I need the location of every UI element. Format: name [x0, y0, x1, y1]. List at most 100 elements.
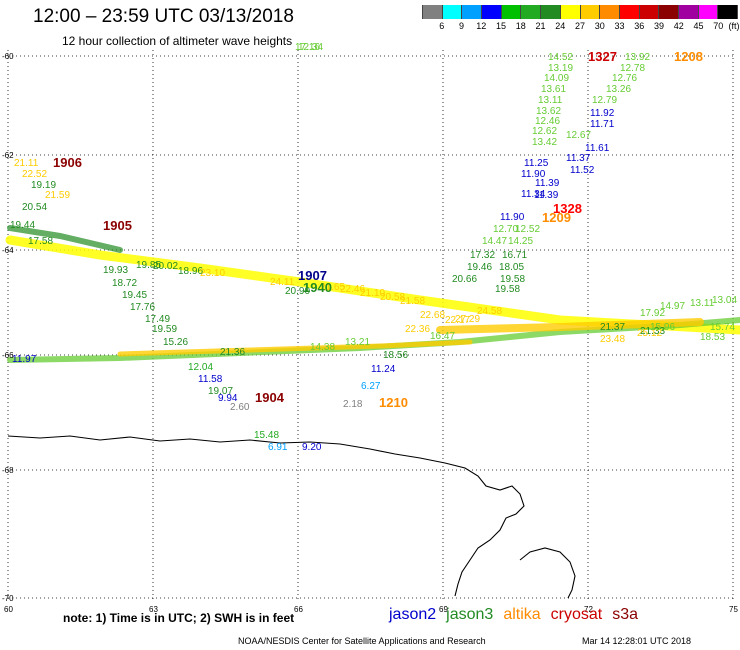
wave-height-value: 19.07 [208, 386, 233, 397]
wave-height-value: 14.97 [660, 301, 685, 312]
wave-height-value: 11.25 [524, 158, 549, 169]
colorbar-tick: 9 [458, 21, 465, 31]
colorbar-swatch [482, 5, 502, 19]
pass-time-label: 1328 [553, 201, 582, 216]
colorbar-swatch [442, 5, 463, 19]
colorbar-tick: 42 [673, 21, 684, 31]
lat-label: -70 [2, 594, 14, 603]
colorbar-tick: 33 [614, 21, 625, 31]
wave-height-value: 14.38 [310, 342, 335, 353]
wave-height-value: 11.92 [590, 108, 615, 119]
wave-height-value: 18.05 [499, 262, 524, 273]
pass-time-label: 1208 [674, 49, 703, 64]
wave-height-value: 13.04 [712, 295, 737, 306]
colorbar-tick: 36 [634, 21, 645, 31]
colorbar-swatch [698, 5, 719, 19]
satellite-track [436, 318, 704, 334]
colorbar-swatch [639, 5, 660, 19]
wave-height-value: 20.66 [452, 274, 477, 285]
wave-height-value: 11.34 [521, 189, 546, 200]
wave-height-value: 13.11 [538, 95, 563, 106]
wave-height-value: 20.90 [285, 286, 310, 297]
colorbar-swatch [560, 5, 581, 19]
wave-height-value: 23.10 [200, 268, 225, 279]
lon-label: 72 [584, 605, 593, 614]
colorbar-tick: 21 [535, 21, 546, 31]
legend-cryosat: cryosat [550, 606, 603, 623]
wave-height-value: 19.58 [495, 284, 520, 295]
colorbar-unit: (ft) [728, 21, 740, 31]
colorbar-tick: 6 [439, 21, 445, 31]
credit-text: NOAA/NESDIS Center for Satellite Applica… [238, 636, 486, 646]
wave-height-value: 19.44 [10, 220, 35, 231]
wave-height-value: 21.10 [360, 288, 385, 299]
wave-height-value: 11.39 [534, 190, 559, 201]
lat-label: -66 [2, 351, 14, 360]
lat-label: -64 [2, 246, 14, 255]
wave-height-value: 23.48 [600, 334, 625, 345]
coastline [519, 547, 576, 599]
wave-height-value: 12.67 [566, 130, 591, 141]
wave-height-value: 21.65 [320, 282, 345, 293]
wave-height-value: 6.27 [361, 381, 381, 392]
wave-height-value: 19.45 [122, 290, 147, 301]
colorbar-swatch [462, 5, 483, 19]
colorbar-swatch [422, 5, 443, 19]
wave-height-value: 19.46 [467, 262, 492, 273]
wave-height-value: 21.37 [600, 322, 625, 333]
wave-height-value: 21.59 [45, 190, 70, 201]
wave-height-value: 19.85 [136, 260, 161, 271]
lon-label: 60 [4, 605, 13, 614]
colorbar-swatch [541, 5, 561, 19]
satellite-track [5, 235, 740, 335]
legend-s3a: s3a [612, 606, 639, 623]
wave-height-value: 24.11 [270, 277, 295, 288]
wave-height-value: 13.21 [345, 337, 370, 348]
colorbar-swatch [600, 5, 620, 19]
wave-height-value: 22.68 [420, 310, 445, 321]
colorbar-swatch [521, 5, 542, 19]
satellite-track [117, 339, 473, 357]
colorbar-tick: 30 [594, 21, 605, 31]
wave-height-value: 25.12 [637, 328, 662, 339]
wave-height-value: 22.46 [340, 284, 365, 295]
coastline [7, 435, 525, 597]
wave-height-value: 12.46 [535, 116, 560, 127]
page-subtitle: 12 hour collection of altimeter wave hei… [62, 34, 293, 48]
satellite-legend: jason2 jason3 altika cryosat s3a [389, 606, 648, 624]
wave-height-value: 18.56 [383, 350, 408, 361]
lat-label: -60 [2, 52, 14, 61]
wave-height-value: 20.02 [153, 261, 178, 272]
wave-height-value: 21.36 [220, 347, 245, 358]
colorbar-tick: 27 [574, 21, 586, 31]
wave-height-value: 20.54 [22, 202, 47, 213]
wave-height-value: 17.49 [145, 314, 170, 325]
wave-height-value: 19.19 [31, 180, 56, 191]
satellite-track [7, 225, 123, 253]
wave-height-value: 18.72 [112, 278, 137, 289]
wave-height-value: 11.24 [371, 364, 396, 375]
wave-height-value: 12.04 [188, 362, 213, 373]
wave-height-value: 6.91 [268, 442, 288, 453]
wave-height-value: 13.92 [625, 52, 650, 63]
wave-height-value: 11.52 [570, 165, 595, 176]
wave-height-value: 17.92 [640, 308, 665, 319]
wave-height-value: 19.58 [500, 274, 525, 285]
lon-label: 75 [729, 605, 738, 614]
colorbar-tick: 70 [713, 21, 724, 31]
wave-height-value: 13.42 [532, 137, 557, 148]
wave-height-value: 17.16 [295, 42, 320, 53]
wave-height-value: 9.20 [302, 442, 322, 453]
wave-height-value: 13.11 [690, 298, 715, 309]
wave-height-value: 21.11 [14, 158, 39, 169]
colorbar-tick: 24 [555, 21, 566, 31]
wave-height-value: 12.34 [298, 42, 323, 53]
wave-height-value: 12.76 [612, 73, 637, 84]
wave-height-value: 21.58 [400, 296, 425, 307]
lon-label: 66 [294, 605, 303, 614]
colorbar-tick: 18 [515, 21, 526, 31]
wave-height-value: 12.79 [592, 95, 617, 106]
wave-height-value: 19.59 [152, 324, 177, 335]
